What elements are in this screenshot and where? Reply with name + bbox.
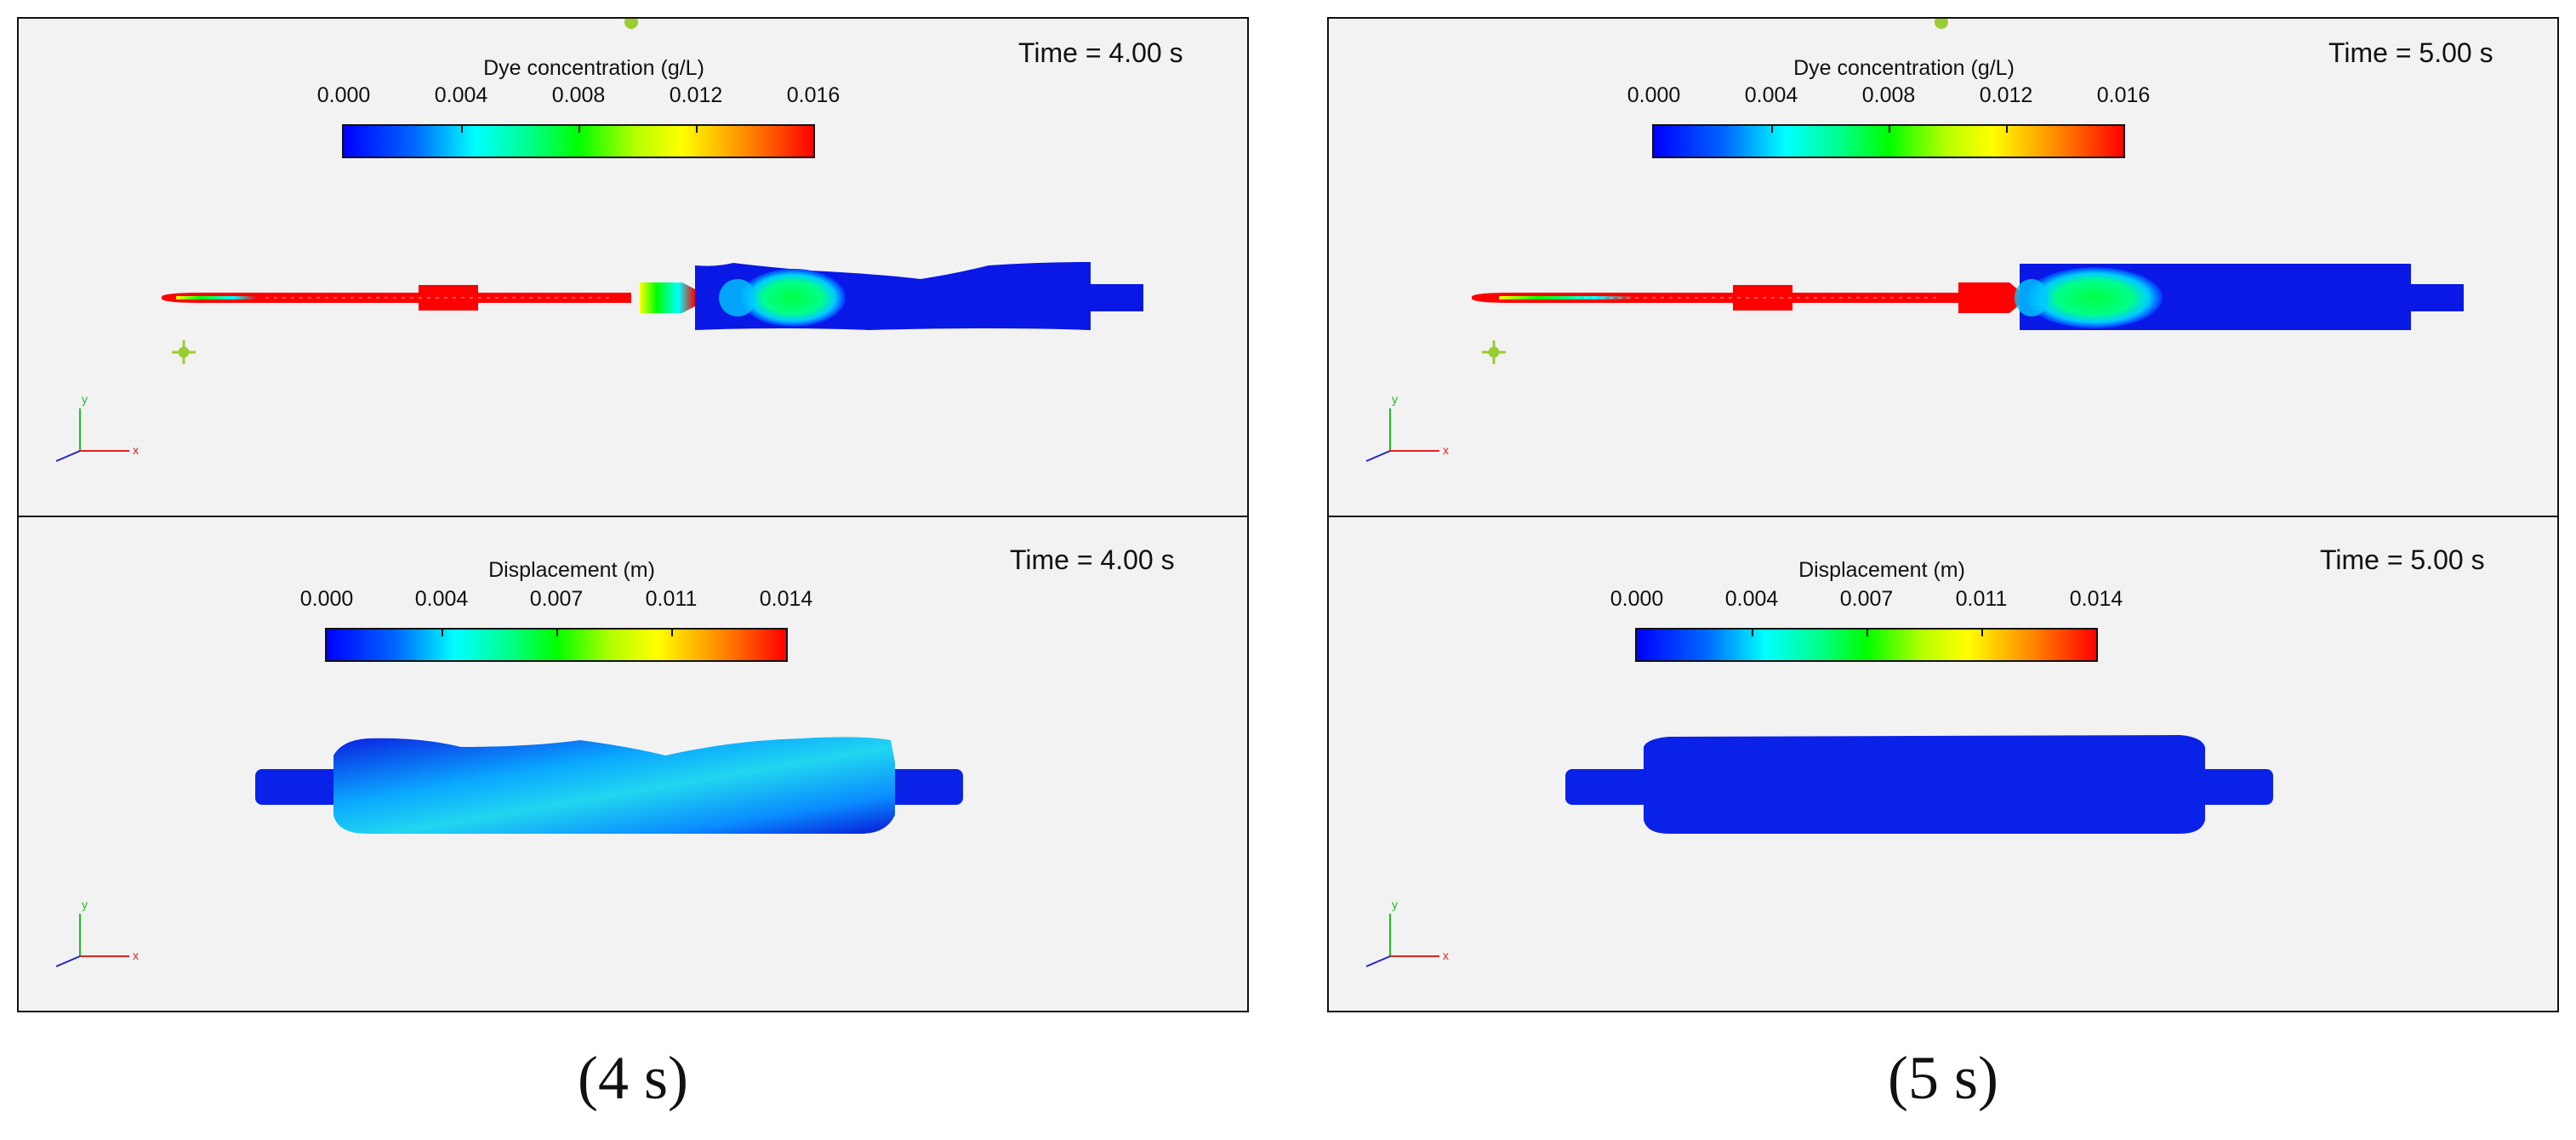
colorbar-tick: 0.000 bbox=[1610, 587, 1664, 611]
colorbar-tick: 0.004 bbox=[1744, 83, 1798, 107]
svg-text:x: x bbox=[133, 949, 139, 962]
dye-panel-4s: Time = 4.00 s Dye concentration (g/L) 0.… bbox=[17, 17, 1249, 517]
dye-field-render: y x bbox=[1365, 19, 2464, 462]
svg-text:y: y bbox=[82, 392, 88, 406]
colorbar-tick: 0.016 bbox=[2096, 83, 2151, 107]
colorbar-title: Dye concentration (g/L) bbox=[1793, 56, 2015, 80]
time-readout: Time = 5.00 s bbox=[2320, 544, 2485, 575]
colorbar bbox=[342, 124, 815, 158]
colorbar-tick: 0.000 bbox=[1627, 83, 1681, 107]
time-readout: Time = 4.00 s bbox=[1018, 37, 1183, 68]
svg-text:y: y bbox=[82, 898, 88, 911]
displacement-field-render: y x bbox=[55, 737, 963, 967]
colorbar-tick: 0.004 bbox=[1724, 587, 1779, 611]
axis-triad-icon bbox=[1365, 914, 1439, 967]
colorbar-tick: 0.008 bbox=[1861, 83, 1916, 107]
caption-5s: (5 s) bbox=[1888, 1044, 1998, 1112]
svg-text:x: x bbox=[1443, 443, 1449, 457]
colorbar-title: Displacement (m) bbox=[1798, 558, 1965, 582]
colorbar-tick: 0.012 bbox=[669, 83, 723, 107]
colorbar bbox=[1635, 628, 2098, 662]
svg-text:x: x bbox=[133, 443, 139, 457]
caption-4s: (4 s) bbox=[578, 1044, 688, 1112]
move-widget-icon bbox=[1482, 340, 1506, 364]
dye-panel-5s: Time = 5.00 s Dye concentration (g/L) 0.… bbox=[1327, 17, 2559, 517]
colorbar-tick: 0.007 bbox=[529, 587, 584, 611]
colorbar bbox=[325, 628, 788, 662]
colorbar-tick: 0.008 bbox=[551, 83, 606, 107]
colorbar-tick: 0.000 bbox=[316, 83, 371, 107]
move-widget-icon bbox=[172, 340, 196, 364]
colorbar bbox=[1652, 124, 2125, 158]
colorbar-tick: 0.014 bbox=[759, 587, 813, 611]
colorbar-tick: 0.016 bbox=[786, 83, 841, 107]
dye-field-render: y x bbox=[55, 19, 1143, 462]
colorbar-tick: 0.007 bbox=[1839, 587, 1894, 611]
colorbar-title: Dye concentration (g/L) bbox=[483, 56, 704, 80]
displacement-panel-5s: Time = 5.00 s Displacement (m) 0.000 0.0… bbox=[1327, 516, 2559, 1012]
colorbar-title: Displacement (m) bbox=[488, 558, 655, 582]
colorbar-tick: 0.004 bbox=[414, 587, 469, 611]
time-readout: Time = 5.00 s bbox=[2328, 37, 2493, 68]
colorbar-tick: 0.000 bbox=[299, 587, 354, 611]
colorbar-tick: 0.011 bbox=[1955, 587, 2008, 611]
svg-text:x: x bbox=[1443, 949, 1449, 962]
colorbar-tick: 0.014 bbox=[2069, 587, 2123, 611]
displacement-field-render: y x bbox=[1365, 735, 2273, 967]
colorbar-tick: 0.011 bbox=[645, 587, 698, 611]
colorbar-tick: 0.012 bbox=[1979, 83, 2033, 107]
svg-text:y: y bbox=[1392, 392, 1398, 406]
axis-triad-icon bbox=[55, 914, 129, 967]
axis-triad-icon bbox=[55, 408, 129, 462]
svg-text:y: y bbox=[1392, 898, 1398, 911]
time-readout: Time = 4.00 s bbox=[1010, 544, 1175, 575]
axis-triad-icon bbox=[1365, 408, 1439, 462]
colorbar-tick: 0.004 bbox=[434, 83, 488, 107]
displacement-panel-4s: Time = 4.00 s Displacement (m) 0.000 0.0… bbox=[17, 516, 1249, 1012]
